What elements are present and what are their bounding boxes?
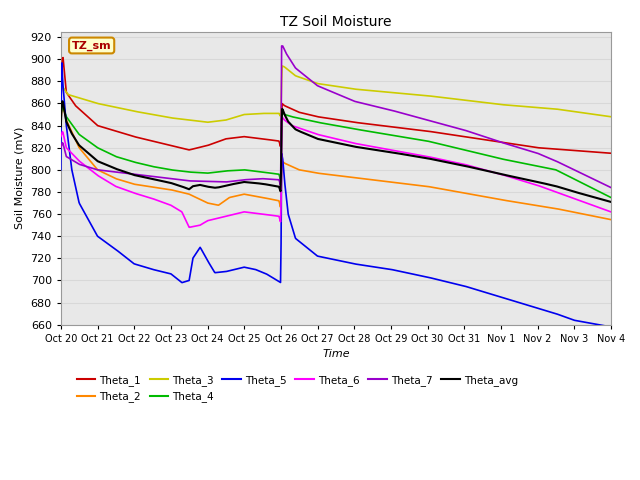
- Theta_1: [114, 129, 122, 134]
- Theta_6: [278, 114, 286, 120]
- Theta_7: [113, 169, 121, 175]
- Theta_6: [113, 184, 121, 190]
- Theta_5: [58, 60, 66, 66]
- Theta_6: [57, 134, 65, 140]
- Theta_3: [607, 114, 614, 120]
- Theta_4: [486, 153, 494, 159]
- Theta_4: [57, 112, 65, 118]
- Theta_4: [497, 156, 504, 161]
- Theta_7: [278, 43, 285, 49]
- Theta_6: [186, 224, 193, 230]
- Theta_4: [300, 116, 307, 122]
- Theta_1: [486, 138, 494, 144]
- Theta_4: [435, 141, 443, 147]
- Theta_7: [57, 145, 65, 151]
- Theta_1: [435, 130, 443, 136]
- Theta_4: [114, 154, 122, 160]
- Theta_6: [436, 156, 444, 162]
- Theta_avg: [59, 98, 67, 104]
- Theta_2: [300, 168, 307, 173]
- Theta_4: [280, 111, 287, 117]
- Theta_avg: [280, 110, 287, 116]
- Theta_4: [59, 104, 67, 109]
- Theta_2: [435, 186, 443, 192]
- Theta_5: [435, 277, 443, 283]
- Theta_2: [57, 117, 65, 123]
- Theta_1: [607, 150, 614, 156]
- Theta_5: [300, 242, 307, 248]
- Theta_5: [114, 248, 122, 254]
- Theta_6: [497, 171, 504, 177]
- Theta_7: [607, 185, 614, 191]
- Theta_3: [300, 76, 308, 82]
- Theta_avg: [300, 130, 307, 136]
- Title: TZ Soil Moisture: TZ Soil Moisture: [280, 15, 392, 29]
- Theta_5: [280, 169, 287, 175]
- Theta_2: [114, 176, 122, 182]
- Theta_5: [607, 324, 614, 330]
- Y-axis label: Soil Moisture (mV): Soil Moisture (mV): [15, 127, 25, 229]
- Theta_avg: [57, 123, 65, 129]
- Theta_avg: [607, 199, 614, 205]
- Line: Theta_4: Theta_4: [61, 107, 611, 197]
- Theta_2: [607, 217, 614, 223]
- Theta_avg: [486, 169, 494, 175]
- Legend: Theta_1, Theta_2, Theta_3, Theta_4, Theta_5, Theta_6, Theta_7, Theta_avg: Theta_1, Theta_2, Theta_3, Theta_4, Thet…: [72, 371, 522, 406]
- Theta_5: [486, 291, 494, 297]
- Text: TZ_sm: TZ_sm: [72, 40, 111, 50]
- Theta_1: [59, 55, 67, 60]
- Line: Theta_6: Theta_6: [61, 117, 611, 227]
- Theta_avg: [114, 167, 122, 172]
- Theta_6: [607, 209, 614, 215]
- Theta_6: [300, 127, 308, 132]
- Theta_1: [497, 139, 504, 145]
- Theta_2: [497, 197, 504, 203]
- Theta_4: [607, 194, 614, 200]
- Theta_2: [486, 195, 494, 201]
- Line: Theta_avg: Theta_avg: [61, 101, 611, 202]
- Theta_3: [278, 63, 286, 69]
- Theta_7: [280, 46, 287, 51]
- Theta_3: [497, 102, 504, 108]
- Line: Theta_7: Theta_7: [61, 46, 611, 188]
- Theta_3: [280, 64, 288, 70]
- Theta_3: [204, 120, 211, 125]
- Theta_3: [487, 100, 495, 106]
- Theta_5: [497, 294, 504, 300]
- Theta_avg: [435, 158, 443, 164]
- Theta_7: [435, 120, 443, 126]
- Line: Theta_1: Theta_1: [61, 58, 611, 153]
- Theta_3: [113, 105, 121, 110]
- Line: Theta_5: Theta_5: [61, 63, 611, 327]
- Theta_2: [59, 102, 67, 108]
- Theta_1: [57, 101, 65, 107]
- Theta_3: [436, 94, 444, 100]
- Line: Theta_3: Theta_3: [61, 66, 611, 122]
- Theta_5: [57, 167, 65, 173]
- Line: Theta_2: Theta_2: [61, 105, 611, 220]
- Theta_7: [497, 139, 504, 145]
- Theta_1: [280, 102, 287, 108]
- Theta_avg: [497, 171, 504, 177]
- Theta_2: [280, 160, 287, 166]
- Theta_7: [300, 72, 307, 77]
- Theta_6: [487, 168, 495, 174]
- Theta_3: [57, 89, 65, 95]
- Theta_6: [280, 117, 288, 123]
- Theta_1: [300, 110, 307, 116]
- X-axis label: Time: Time: [322, 349, 349, 359]
- Theta_7: [486, 136, 494, 142]
